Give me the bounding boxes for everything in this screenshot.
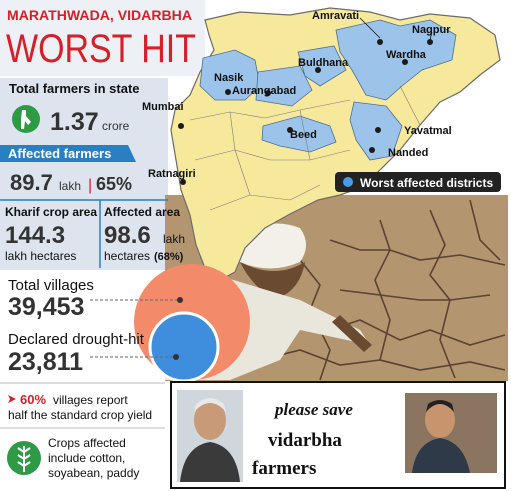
stat-label: Kharif crop area xyxy=(5,205,97,219)
note-text: Crops affected xyxy=(48,436,126,450)
label-bar xyxy=(0,145,136,162)
header-region: MARATHWADA, VIDARBHA xyxy=(7,7,192,23)
stat-share: (68%) xyxy=(154,251,184,263)
stat-value: 98.6 xyxy=(104,222,151,249)
stat-value: 39,453 xyxy=(8,293,84,321)
header-title: WORST HIT xyxy=(6,27,196,71)
stat-unit: hectares xyxy=(104,249,150,263)
stat-value: 1.37 xyxy=(50,108,99,136)
stat-label: Affected area xyxy=(104,205,180,219)
stat-share: 65% xyxy=(96,174,132,194)
map-label: Nasik xyxy=(214,72,244,84)
stat-label: Total farmers in state xyxy=(9,81,140,96)
drought-circle xyxy=(148,311,220,383)
stat-label: Total villages xyxy=(8,277,94,294)
photo-right xyxy=(405,393,497,473)
stat-label: Affected farmers xyxy=(8,146,111,161)
stat-value: 144.3 xyxy=(5,222,65,249)
crop-icon-figure xyxy=(17,446,31,472)
stat-unit: lakh hectares xyxy=(5,249,76,263)
map: Amravati Nagpur Wardha Nasik Buldhana Au… xyxy=(142,7,501,281)
leader-dot xyxy=(177,297,183,303)
note-text: include cotton, xyxy=(48,451,125,465)
map-label: Buldhana xyxy=(298,57,349,69)
map-label: Beed xyxy=(290,129,317,141)
map-label: Nanded xyxy=(388,147,428,159)
map-label: Yavatmal xyxy=(404,125,452,137)
map-label: Wardha xyxy=(386,49,427,61)
appeal-text: vidarbha xyxy=(268,430,342,451)
header-bg xyxy=(0,0,205,76)
stat-value: 23,811 xyxy=(8,348,83,376)
note-share: 60% xyxy=(20,392,46,407)
photo-left xyxy=(177,390,243,482)
stat-unit: lakh xyxy=(59,179,81,193)
legend-swatch xyxy=(343,177,353,187)
map-label: Mumbai xyxy=(142,101,184,113)
note-text: villages report xyxy=(53,393,128,407)
stat-label: Declared drought-hit xyxy=(8,331,145,348)
stat-unit: lakh xyxy=(163,232,185,246)
note-text: half the standard crop yield xyxy=(8,408,152,422)
legend-label: Worst affected districts xyxy=(360,176,493,190)
leader-dot xyxy=(173,354,179,360)
farmer-icon-figure xyxy=(21,110,31,129)
appeal-text: farmers xyxy=(252,458,316,479)
map-label: Amravati xyxy=(312,10,359,22)
arrow-icon xyxy=(8,395,16,403)
map-label: Ratnagiri xyxy=(148,168,196,180)
map-label: Nagpur xyxy=(412,24,451,36)
note-text: soyabean, paddy xyxy=(48,466,139,480)
map-label: Aurangabad xyxy=(232,85,296,97)
stat-value: 89.7 xyxy=(10,170,53,195)
appeal-text: please save xyxy=(273,400,353,419)
stat-unit: crore xyxy=(102,119,130,133)
legend-bg xyxy=(335,172,501,192)
separator: | xyxy=(88,177,92,194)
